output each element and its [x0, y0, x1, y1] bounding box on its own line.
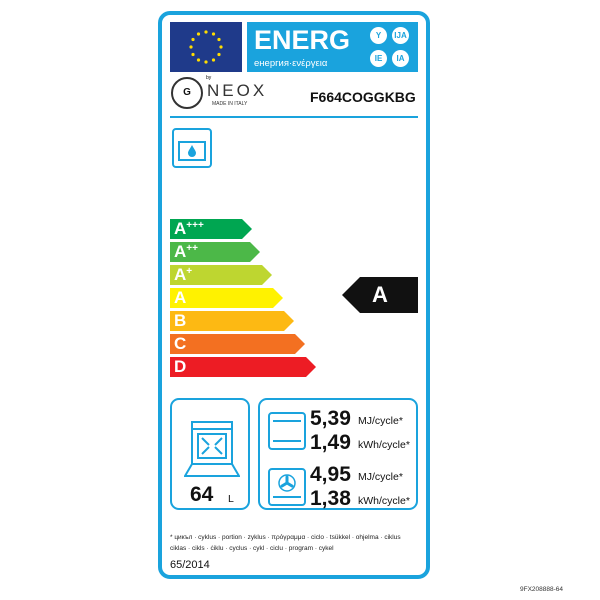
mj-unit: MJ/cycle* [358, 415, 403, 427]
class-letter: A [174, 219, 187, 238]
class-letter: C [174, 334, 187, 353]
star-icon [191, 52, 195, 57]
fan-mj: 4,95 [310, 463, 351, 486]
model-number: F664COGGKBG [310, 89, 416, 105]
energy-class-bar: A+ [170, 265, 272, 285]
mj-unit: MJ/cycle* [358, 471, 403, 483]
brand-name: NEOX [207, 81, 268, 100]
conventional-mj: 5,39 [310, 407, 351, 430]
star-icon [191, 37, 195, 42]
fan-kwh: 1,38 [310, 487, 351, 510]
cook-or-gas-logo: G [171, 77, 203, 109]
star-icon [219, 45, 223, 49]
volume-value: 64 [190, 483, 214, 506]
footnote-line-1: * цикъл · cyklus · portion · zyklus · πρ… [170, 534, 401, 541]
energy-subtitle: енергия·ενέργεια [254, 58, 328, 69]
star-icon [196, 58, 201, 62]
energy-header: ENERG енергия·ενέργεια Y IJA IE IA [247, 22, 418, 72]
energy-class-bar: A [170, 288, 283, 308]
energy-word: ENERG [254, 25, 351, 55]
consumption-box: 5,39 MJ/cycle* 1,49 kWh/cycle* 4,95 MJ/c… [258, 398, 418, 510]
energy-class-bar: D [170, 357, 316, 377]
lang-badge: IE [370, 50, 387, 67]
energy-class-arrow: A [342, 277, 418, 313]
class-plus: ++ [186, 243, 198, 254]
regulation-number: 65/2014 [170, 559, 210, 571]
class-letter: A [174, 242, 187, 261]
star-icon [211, 32, 216, 36]
class-letter: D [174, 357, 187, 376]
star-icon [211, 58, 216, 62]
fan-mode-icon [268, 468, 306, 506]
label-code: 9FX208888-64 [520, 586, 564, 593]
lang-badge: Y [370, 27, 387, 44]
oven-cavity-icon [184, 421, 240, 477]
brand-tagline: MADE IN ITALY [212, 101, 248, 107]
energy-class-bar: C [170, 334, 305, 354]
lang-badge: IA [392, 50, 409, 67]
class-letter: A [174, 288, 187, 307]
footnote-line-2: ciklas · cikls · ċiklu · cyclus · cykl ·… [170, 545, 334, 552]
volume-unit: L [228, 493, 234, 505]
brand-by: by [206, 75, 212, 81]
kwh-unit: kWh/cycle* [358, 439, 410, 451]
class-letter: A [174, 265, 187, 284]
energy-class-bar: B [170, 311, 294, 331]
conventional-kwh: 1,49 [310, 431, 351, 454]
energy-class-bar: A++ [170, 242, 260, 262]
label-frame [158, 11, 430, 579]
star-icon [217, 52, 221, 57]
gas-oven-icon [172, 128, 212, 168]
star-icon [204, 30, 208, 34]
divider [170, 116, 418, 118]
star-icon [196, 32, 201, 36]
star-icon [189, 45, 193, 49]
energy-class-bar: A+++ [170, 219, 252, 239]
eu-flag-icon [170, 22, 242, 72]
kwh-unit: kWh/cycle* [358, 495, 410, 507]
class-letter: B [174, 311, 187, 330]
volume-box: 64 L [170, 398, 250, 510]
lang-badge: IJA [392, 27, 409, 44]
class-plus: +++ [186, 220, 204, 231]
class-plus: + [186, 266, 193, 277]
star-icon [204, 60, 208, 64]
star-icon [217, 37, 221, 42]
conventional-mode-icon [268, 412, 306, 450]
